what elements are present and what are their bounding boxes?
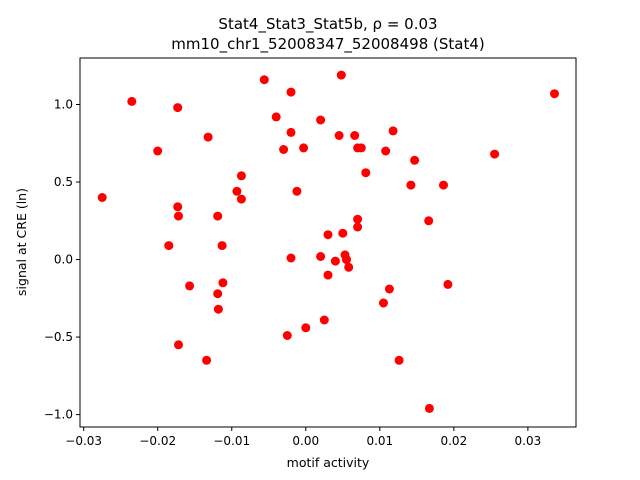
x-tick-label: −0.01 — [213, 434, 250, 448]
data-point — [323, 230, 333, 240]
data-point — [301, 323, 311, 333]
data-point — [185, 281, 195, 291]
data-point — [388, 126, 398, 136]
data-point — [342, 255, 351, 265]
data-point — [292, 186, 302, 196]
data-point — [286, 127, 296, 137]
y-tick-label: 0.0 — [54, 253, 73, 267]
data-point — [323, 270, 333, 280]
x-tick-label: 0.02 — [440, 434, 467, 448]
x-axis-label: motif activity — [287, 455, 370, 470]
data-point — [406, 180, 416, 190]
data-point — [379, 298, 388, 308]
data-point — [316, 115, 326, 125]
data-point — [218, 278, 228, 288]
data-point — [424, 216, 434, 226]
data-point — [213, 304, 223, 314]
y-axis-ticks: −1.0 −0.5 0.0 0.5 1.0 — [44, 98, 80, 422]
data-point — [361, 168, 371, 178]
data-point — [213, 289, 223, 299]
data-points — [97, 70, 559, 413]
y-axis-label: signal at CRE (ln) — [14, 188, 29, 296]
data-point — [338, 228, 348, 238]
data-point — [443, 279, 453, 289]
data-point — [344, 262, 354, 272]
data-point — [259, 75, 269, 85]
data-point — [356, 143, 366, 153]
data-point — [97, 193, 107, 202]
data-point — [439, 180, 448, 190]
y-tick-label: −0.5 — [44, 330, 73, 344]
data-point — [236, 171, 246, 181]
data-point — [550, 89, 559, 99]
data-point — [319, 315, 329, 325]
data-point — [316, 252, 326, 261]
data-point — [202, 355, 212, 365]
x-tick-label: 0.01 — [366, 434, 393, 448]
x-tick-label: −0.03 — [65, 434, 102, 448]
data-point — [424, 403, 434, 413]
x-tick-label: 0.00 — [292, 434, 319, 448]
data-point — [384, 284, 394, 294]
data-point — [282, 331, 292, 340]
data-point — [203, 132, 213, 142]
data-point — [334, 131, 344, 140]
data-point — [279, 145, 289, 154]
data-point — [410, 155, 420, 165]
data-point — [299, 143, 309, 153]
chart-title-line1: Stat4_Stat3_Stat5b, ρ = 0.03 — [218, 15, 437, 34]
data-point — [127, 96, 137, 106]
y-tick-label: 0.5 — [54, 175, 73, 189]
data-point — [381, 146, 391, 156]
data-point — [153, 146, 163, 156]
data-point — [173, 103, 183, 113]
data-point — [164, 241, 174, 251]
data-point — [353, 222, 363, 232]
data-point — [336, 70, 346, 80]
chart-title-line2: mm10_chr1_52008347_52008498 (Stat4) — [171, 35, 484, 54]
data-point — [330, 256, 340, 266]
data-point — [350, 131, 360, 140]
x-axis-ticks: −0.03 −0.02 −0.01 0.00 0.01 0.02 0.03 — [65, 427, 541, 448]
x-tick-label: 0.03 — [515, 434, 542, 448]
y-tick-label: 1.0 — [54, 98, 73, 112]
data-point — [236, 194, 246, 204]
data-point — [173, 202, 183, 212]
data-point — [286, 87, 296, 97]
y-tick-label: −1.0 — [44, 408, 73, 422]
data-point — [213, 211, 223, 221]
data-point — [353, 214, 363, 224]
data-point — [286, 253, 296, 263]
x-tick-label: −0.02 — [139, 434, 176, 448]
data-point — [490, 149, 500, 159]
data-point — [174, 340, 183, 350]
plot-area-frame — [79, 57, 577, 428]
data-point — [217, 241, 227, 251]
data-point — [174, 211, 183, 221]
data-point — [271, 112, 281, 122]
data-point — [232, 186, 242, 196]
data-point — [394, 355, 404, 365]
